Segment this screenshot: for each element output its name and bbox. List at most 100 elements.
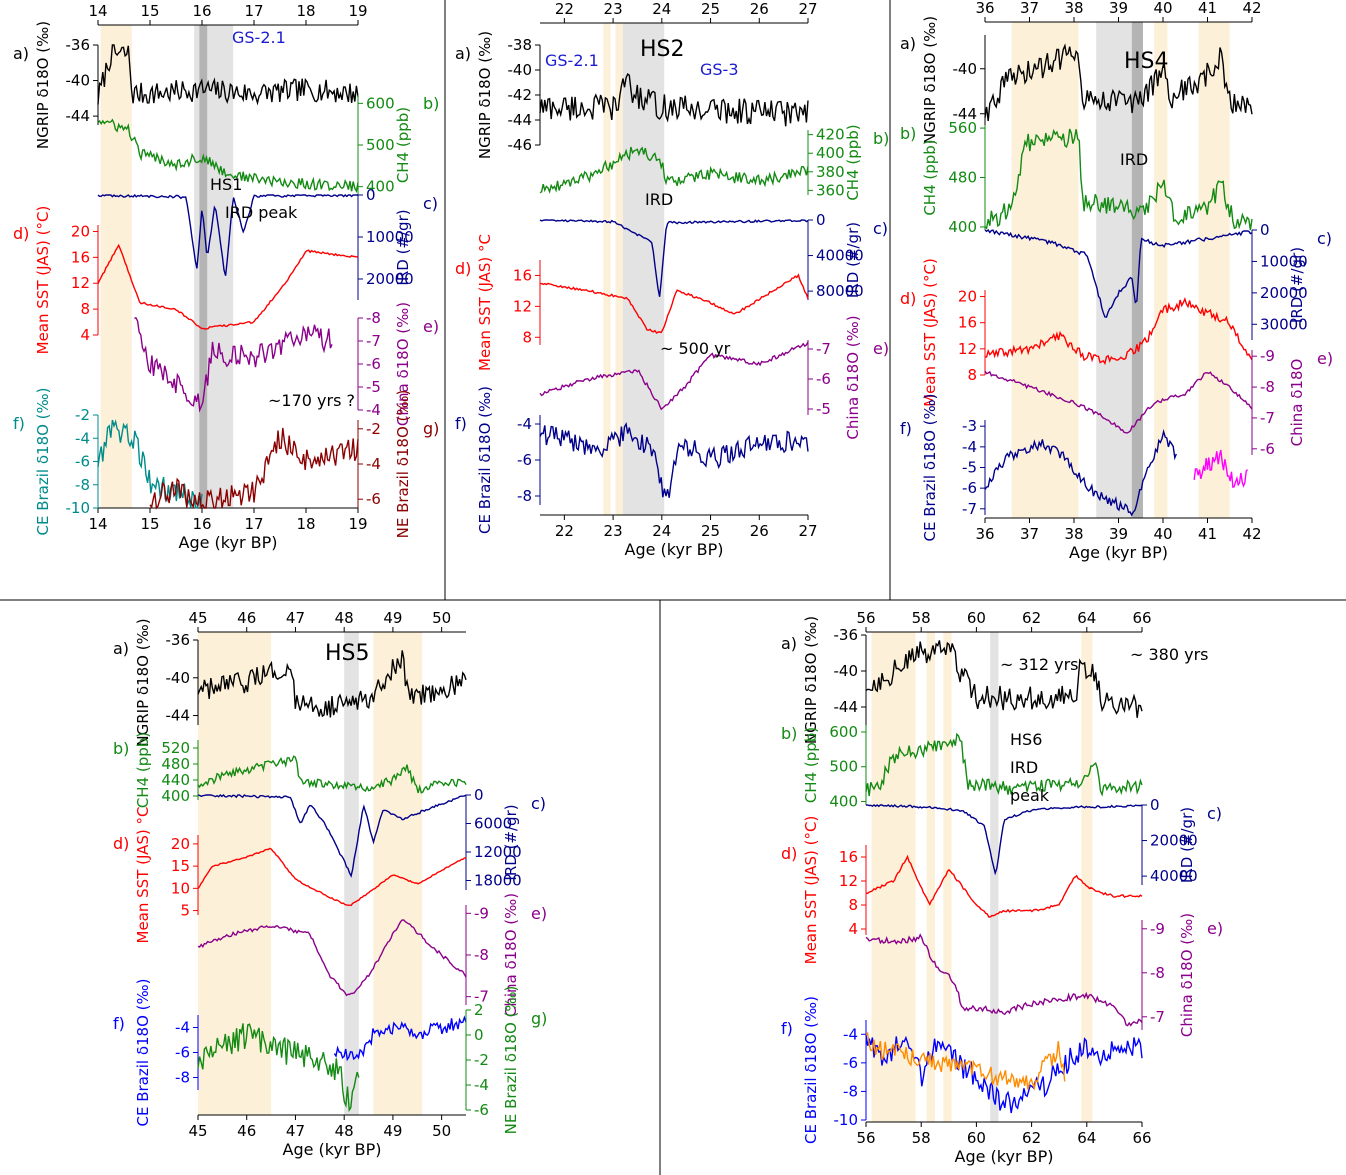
series-letter: b) <box>781 724 797 743</box>
series-letter: b) <box>113 739 129 758</box>
y-tick-label: -36 <box>166 631 191 649</box>
y-tick-label: -44 <box>66 107 91 125</box>
series-letter: c) <box>423 194 438 213</box>
y-tick-label: -8 <box>1260 378 1275 396</box>
y-tick-label: 520 <box>161 739 190 757</box>
y-tick-label: -6 <box>175 1044 190 1062</box>
y-tick-label: -4 <box>843 1025 858 1043</box>
x-tick-label: 14 <box>88 2 107 20</box>
y-tick-label: -9 <box>1150 920 1165 938</box>
event-label: HS4 <box>1124 49 1169 74</box>
x-tick-label: 25 <box>701 0 720 18</box>
event-label: IRD <box>1010 758 1038 777</box>
x-tick-label: 38 <box>1064 0 1083 17</box>
y-tick-label: 6000 <box>474 815 512 833</box>
y-tick-label: 16 <box>958 314 977 332</box>
series-line-4 <box>865 933 1143 1027</box>
x-tick-label: 46 <box>237 1122 256 1140</box>
shaded-interval <box>1131 22 1143 518</box>
series-line-6 <box>149 427 359 510</box>
y-tick-label: 20000 <box>1260 284 1308 302</box>
y-tick-label: -4 <box>962 438 977 456</box>
y-tick-label: 0 <box>1260 221 1270 239</box>
event-label: IRD <box>1120 150 1148 169</box>
y-tick-label: 500 <box>829 758 858 776</box>
y-tick-label: 12 <box>839 872 858 890</box>
y-tick-label: -42 <box>508 86 533 104</box>
series-letter: e) <box>423 317 439 336</box>
y-axis-name: Mean SST (JAS) °C <box>134 807 152 944</box>
y-tick-label: -5 <box>366 378 381 396</box>
y-axis-name: Mean SST (JAS) (°C) <box>34 206 52 355</box>
y-tick-label: -7 <box>816 340 831 358</box>
series-line-6 <box>197 1023 360 1113</box>
y-tick-label: -8 <box>1150 964 1165 982</box>
y-tick-label: -9 <box>1260 347 1275 365</box>
y-tick-label: -38 <box>508 36 533 54</box>
x-tick-label: 22 <box>555 0 574 18</box>
y-axis-name: CE Brazil δ18O (‰) <box>802 996 820 1144</box>
series-line-0 <box>539 73 809 127</box>
series-letter: a) <box>13 44 29 63</box>
x-tick-label: 26 <box>750 522 769 540</box>
y-tick-label: -5 <box>816 400 831 418</box>
series-line-4 <box>539 341 809 411</box>
series-letter: b) <box>873 129 889 148</box>
x-tick-label: 27 <box>798 0 817 18</box>
y-axis-name: CE Brazil δ18O (‰) <box>34 387 52 535</box>
x-tick-label: 50 <box>432 1122 451 1140</box>
y-tick-label: 360 <box>816 181 845 199</box>
y-axis-name: NE Brazil δ18O (‰) <box>394 390 412 539</box>
y-tick-label: -36 <box>834 626 859 644</box>
y-tick-label: -4 <box>366 455 381 473</box>
event-label: HS6 <box>1010 730 1042 749</box>
x-tick-label: 15 <box>140 515 159 533</box>
y-tick-label: -7 <box>474 988 489 1006</box>
x-tick-label: 41 <box>1198 525 1217 543</box>
shaded-interval <box>622 23 665 515</box>
y-tick-label: -46 <box>508 136 533 154</box>
y-axis-name: IRD (#/gr) <box>502 804 520 880</box>
y-tick-label: 400 <box>829 793 858 811</box>
series-letter: f) <box>455 414 467 433</box>
y-tick-label: 400 <box>948 218 977 236</box>
chart-panel-hs4: 36 37 38 39 40 41 42 36 37 38 39 40 41 42 Age (kyr BP)… <box>900 0 1333 562</box>
series-letter: g) <box>531 1009 547 1028</box>
series-letter: c) <box>873 219 888 238</box>
x-tick-label: 25 <box>701 522 720 540</box>
series-letter: f) <box>113 1014 125 1033</box>
x-tick-label: 17 <box>244 2 263 20</box>
x-tick-label: 49 <box>383 1122 402 1140</box>
x-tick-label: 16 <box>192 2 211 20</box>
x-tick-label: 48 <box>335 1122 354 1140</box>
series-line-4 <box>984 370 1253 434</box>
y-tick-label: -7 <box>962 500 977 518</box>
event-label: HS5 <box>325 641 370 666</box>
series-line-1 <box>865 732 1143 797</box>
series-letter: e) <box>873 339 889 358</box>
x-tick-label: 58 <box>912 609 931 627</box>
y-tick-label: -8 <box>75 476 90 494</box>
x-tick-label: 66 <box>1132 1129 1151 1147</box>
y-tick-label: 18000 <box>474 872 522 890</box>
event-label: GS-2.1 <box>232 28 286 47</box>
shaded-interval <box>990 632 999 1122</box>
x-tick-label: 46 <box>237 609 256 627</box>
y-tick-label: -10 <box>66 499 91 517</box>
x-tick-label: 39 <box>1109 525 1128 543</box>
y-tick-label: -6 <box>75 453 90 471</box>
event-label: IRD peak <box>225 203 298 222</box>
y-tick-label: 10 <box>171 879 190 897</box>
x-tick-label: 26 <box>750 0 769 18</box>
series-line-2 <box>865 804 1143 876</box>
series-letter: f) <box>13 414 25 433</box>
y-axis-name: Mean SST (JAS) (°C) <box>921 258 939 407</box>
y-tick-label: -2 <box>366 420 381 438</box>
y-tick-label: 4 <box>848 920 858 938</box>
x-tick-label: 38 <box>1064 525 1083 543</box>
x-tick-label: 24 <box>652 522 671 540</box>
event-label: ~170 yrs ? <box>268 391 355 410</box>
series-line-4 <box>134 317 333 413</box>
y-tick-label: 400 <box>816 144 845 162</box>
y-tick-label: 8 <box>848 896 858 914</box>
